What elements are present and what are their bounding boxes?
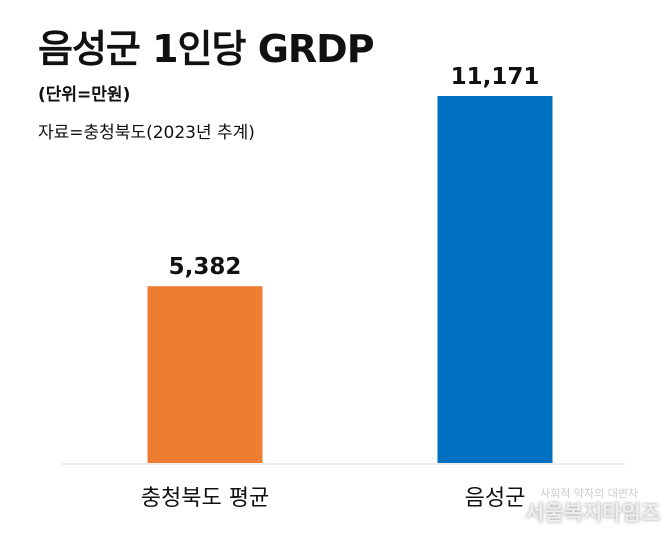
unit-note: (단위=만원) bbox=[38, 85, 131, 105]
source-note: 자료=충청북도(2023년 추계) bbox=[38, 123, 255, 143]
data-label: 11,171 bbox=[451, 64, 540, 90]
x-tick-label: 충청북도 평균 bbox=[141, 486, 269, 511]
watermark-slogan: 사회적 약자의 대변자 bbox=[540, 487, 639, 500]
watermark-logo: 서울복지타임즈 bbox=[525, 501, 661, 525]
bar bbox=[437, 96, 553, 463]
data-label: 5,382 bbox=[169, 254, 242, 280]
bar bbox=[147, 286, 263, 463]
chart-title: 음성군 1인당 GRDP bbox=[38, 27, 375, 71]
x-tick-label: 음성군 bbox=[465, 486, 526, 511]
